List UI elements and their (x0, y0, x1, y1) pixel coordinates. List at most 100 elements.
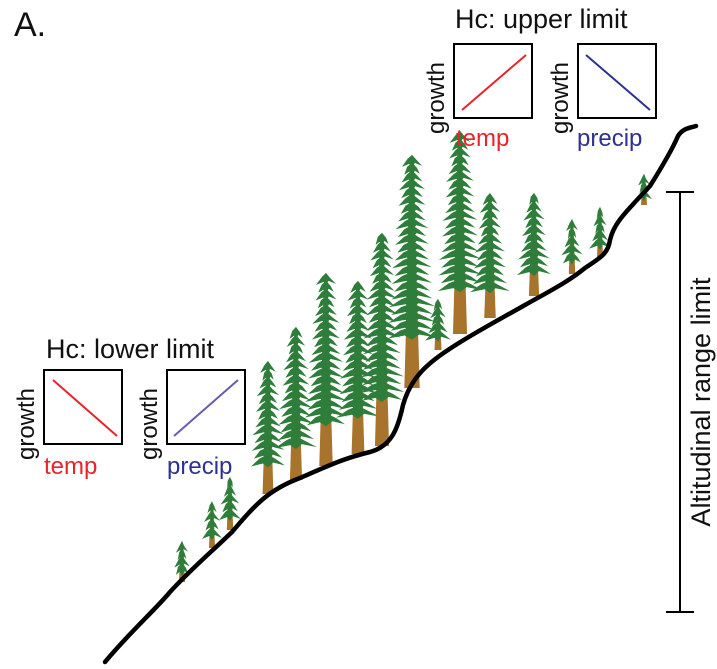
conifer-tree (517, 192, 551, 296)
tree-foliage (445, 185, 475, 199)
lower-precip-trend-line (173, 379, 239, 437)
upper-temp-plot: growth temp (423, 43, 533, 152)
tree-foliage (318, 280, 334, 294)
conifer-tree (275, 326, 317, 480)
tree-foliage (372, 240, 392, 254)
tree-foliage (394, 264, 430, 278)
tree-foliage (349, 296, 367, 310)
tree-foliage (398, 178, 426, 192)
tree-foliage (447, 193, 473, 207)
upper-precip-plot-frame (577, 43, 657, 119)
tree-foliage (254, 431, 282, 445)
tree-foliage (307, 382, 345, 396)
tree-foliage (526, 200, 542, 214)
lower-temp-plot: growth temp (13, 369, 123, 480)
upper-temp-trend-line (461, 54, 527, 111)
tree-foliage (438, 279, 482, 293)
tree-foliage (363, 342, 401, 356)
tree-foliage (372, 271, 392, 285)
tree-foliage (343, 343, 373, 357)
tree-foliage (310, 374, 342, 388)
tree-foliage (338, 397, 378, 411)
tree-foliage (255, 399, 281, 413)
tree-foliage (285, 365, 307, 379)
altitudinal-range-label: Altitudinal range limit (686, 277, 716, 527)
tree-foliage (441, 255, 479, 269)
altitudinal-range-bracket (666, 191, 694, 613)
tree-foliage (473, 256, 507, 270)
conifer-tree (304, 272, 348, 466)
tree-foliage (307, 397, 345, 411)
tree-foliage (312, 311, 340, 325)
tree-foliage (176, 562, 188, 576)
tree-foliage (433, 298, 443, 312)
lower-precip-xlabel: precip (167, 453, 232, 480)
tree-foliage (283, 358, 309, 372)
tree-foliage (251, 454, 285, 468)
tree-foliage (596, 206, 604, 220)
tree-foliage (517, 263, 551, 277)
tree-foliage (394, 248, 430, 262)
tree-foliage (397, 240, 427, 254)
tree-foliage (258, 392, 278, 406)
tree-foliage (395, 232, 429, 246)
tree-foliage (279, 397, 313, 411)
tree-foliage (222, 500, 238, 514)
tree-foliage (449, 130, 471, 144)
upper-precip-plot: growth precip (547, 43, 657, 152)
tree-foliage (518, 247, 550, 261)
tree-foliage (448, 162, 472, 176)
tree-foliage (401, 170, 423, 184)
tree-foliage (307, 413, 345, 427)
tree-foliage (252, 423, 284, 437)
tree-foliage (482, 192, 498, 206)
tree-foliage (563, 251, 581, 265)
tree-foliage (446, 169, 474, 183)
forest (174, 130, 652, 582)
tree-foliage (339, 382, 377, 396)
tree-foliage (522, 224, 546, 238)
tree-foliage (311, 343, 341, 357)
conifer-tree (561, 219, 583, 274)
tree-foliage (253, 446, 283, 460)
tree-foliage (480, 224, 500, 238)
tree-foliage (360, 365, 404, 379)
lower-temp-trend-line (52, 379, 118, 437)
tree-foliage (478, 216, 502, 230)
tree-foliage (345, 351, 371, 365)
tree-foliage (567, 227, 577, 241)
tree-foliage (363, 326, 401, 340)
tree-foliage (442, 208, 478, 222)
tree-foliage (397, 225, 427, 239)
tree-foliage (343, 327, 373, 341)
tree-foliage (350, 280, 366, 294)
tree-foliage (368, 310, 396, 324)
tree-foliage (341, 390, 375, 404)
tree-foliage (345, 335, 371, 349)
tree-foliage (262, 368, 274, 382)
tree-foliage (441, 240, 479, 254)
tree-foliage (524, 231, 544, 245)
tree-foliage (259, 376, 277, 390)
tree-foliage (365, 349, 399, 363)
tree-foliage (317, 296, 335, 310)
tree-foliage (392, 256, 432, 270)
tree-foliage (260, 360, 276, 374)
tree-foliage (525, 216, 543, 230)
tree-foliage (314, 319, 338, 333)
tree-foliage (438, 263, 482, 277)
tree-foliage (339, 366, 377, 380)
tree-foliage (561, 243, 583, 257)
tree-foliage (275, 436, 317, 450)
upper-precip-trend-line (585, 54, 651, 111)
tree-foliage (391, 271, 433, 285)
upper-precip-xlabel: precip (577, 125, 642, 152)
upper-limit-panel: Hc: upper limit growth temp growth preci… (423, 4, 657, 152)
tree-foliage (289, 326, 303, 340)
tree-foliage (359, 381, 405, 395)
tree-foliage (444, 232, 476, 246)
tree-foliage (592, 229, 608, 243)
conifer-tree (425, 298, 451, 350)
tree-foliage (398, 193, 426, 207)
